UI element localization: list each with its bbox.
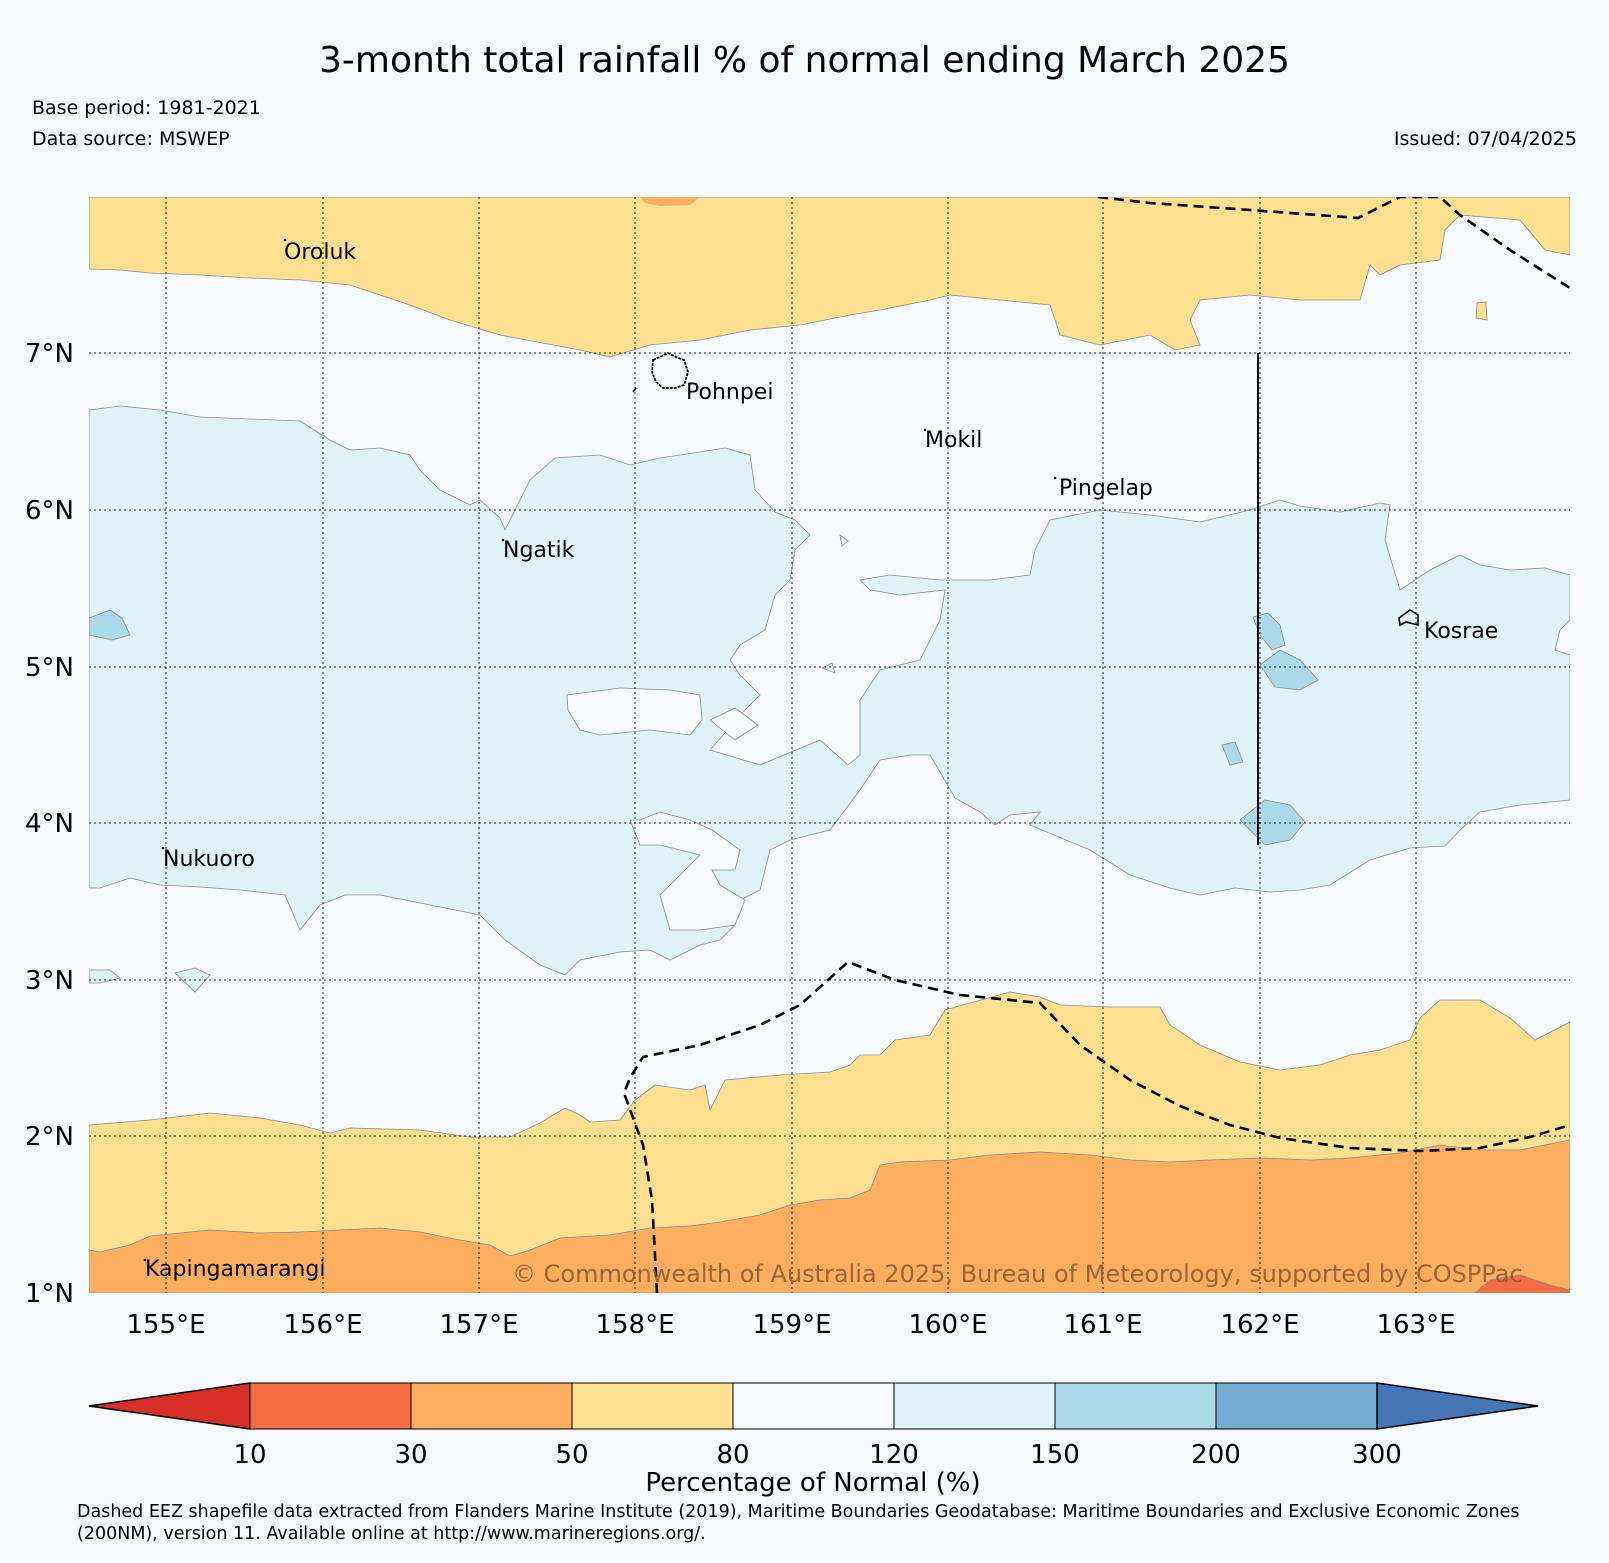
place-label-mokil: Mokil <box>925 428 982 453</box>
lat-label: 5°N <box>25 653 74 683</box>
region-80-120-hole <box>629 811 746 931</box>
region-150-200-patch <box>1252 612 1286 651</box>
colorbar-bin <box>893 1382 1056 1430</box>
lon-label: 163°E <box>1376 1310 1455 1340</box>
region-150-200-patch <box>1221 741 1244 766</box>
place-label-kapingamarangi: Kapingamarangi <box>145 1257 325 1282</box>
region-30-50-south <box>89 1139 1570 1293</box>
lon-label: 160°E <box>908 1310 987 1340</box>
base-period: Base period: 1981-2021 <box>32 97 261 119</box>
colorbar-tick-label: 300 <box>1352 1440 1402 1470</box>
lat-label: 1°N <box>25 1279 74 1309</box>
region-120-150-patch <box>174 967 211 993</box>
copyright-notice: © Commonwealth of Australia 2025, Bureau… <box>512 1260 1523 1288</box>
colorbar-bin <box>1054 1382 1217 1430</box>
colorbar-bin <box>249 1382 412 1430</box>
islet-marker <box>632 387 637 393</box>
colorbar-bin <box>410 1382 573 1430</box>
footnote: Dashed EEZ shapefile data extracted from… <box>77 1502 1520 1544</box>
eez-boundary <box>622 197 1570 1293</box>
map-area: Oroluk Pohnpei Mokil Pingelap Ngatik Kos… <box>89 197 1570 1293</box>
lat-label: 2°N <box>25 1122 74 1152</box>
place-label-oroluk: Oroluk <box>284 240 356 265</box>
colorbar-bin <box>1215 1382 1378 1430</box>
map-title: 3-month total rainfall % of normal endin… <box>319 40 1290 81</box>
colorbar-extend-high <box>1376 1382 1539 1430</box>
colorbar-tick-label: 150 <box>1030 1440 1080 1470</box>
colorbar-tick-label: 200 <box>1191 1440 1241 1470</box>
colorbar-tick-label: 80 <box>716 1440 749 1470</box>
colorbar-tick-label: 10 <box>233 1440 266 1470</box>
lon-label: 155°E <box>126 1310 205 1340</box>
issued-date: Issued: 07/04/2025 <box>1393 128 1577 150</box>
place-label-pohnpei: Pohnpei <box>686 380 773 405</box>
colorbar-tick-label: 120 <box>869 1440 919 1470</box>
lon-label: 158°E <box>595 1310 674 1340</box>
region-120-150-patch <box>821 662 836 674</box>
region-80-120-hole <box>566 687 703 736</box>
region-50-80-islet <box>1475 301 1488 321</box>
lon-label: 161°E <box>1063 1310 1142 1340</box>
colorbar-bin <box>732 1382 895 1430</box>
place-label-kosrae: Kosrae <box>1424 619 1498 644</box>
lon-label: 162°E <box>1220 1310 1299 1340</box>
colorbar-extend-low <box>88 1382 251 1430</box>
region-30-50-north <box>640 197 700 206</box>
lat-axis: 7°N 6°N 5°N 4°N 3°N 2°N 1°N <box>25 339 74 1309</box>
place-label-nukuoro: Nukuoro <box>163 847 255 872</box>
colorbar-tick-label: 30 <box>394 1440 427 1470</box>
lon-label: 159°E <box>752 1310 831 1340</box>
lat-label: 3°N <box>25 966 74 996</box>
lon-label: 157°E <box>439 1310 518 1340</box>
colorbar: 10 30 50 80 120 150 200 300 Percentage o… <box>88 1382 1539 1498</box>
lat-label: 6°N <box>25 496 74 526</box>
region-80-120-hole <box>709 707 759 741</box>
pohnpei-island <box>651 351 689 389</box>
data-source: Data source: MSWEP <box>32 128 230 150</box>
region-150-200-patch <box>1259 649 1319 691</box>
lon-axis: 155°E 156°E 157°E 158°E 159°E 160°E 161°… <box>126 1310 1455 1340</box>
region-120-150-patch <box>839 534 849 547</box>
place-label-pingelap: Pingelap <box>1059 476 1153 501</box>
place-markers <box>143 238 1057 1262</box>
place-label-ngatik: Ngatik <box>503 538 575 563</box>
region-120-150-central <box>89 405 1570 976</box>
region-50-80-north <box>89 197 1570 358</box>
lat-label: 4°N <box>25 809 74 839</box>
kosrae-island <box>1398 609 1419 627</box>
region-150-200-patch <box>1239 799 1306 846</box>
colorbar-title: Percentage of Normal (%) <box>645 1468 980 1498</box>
colorbar-bin <box>571 1382 734 1430</box>
region-150-200-patch <box>89 609 131 641</box>
region-10-30-patch <box>1474 1274 1570 1293</box>
lat-label: 7°N <box>25 339 74 369</box>
colorbar-tick-label: 50 <box>555 1440 588 1470</box>
lon-label: 156°E <box>283 1310 362 1340</box>
